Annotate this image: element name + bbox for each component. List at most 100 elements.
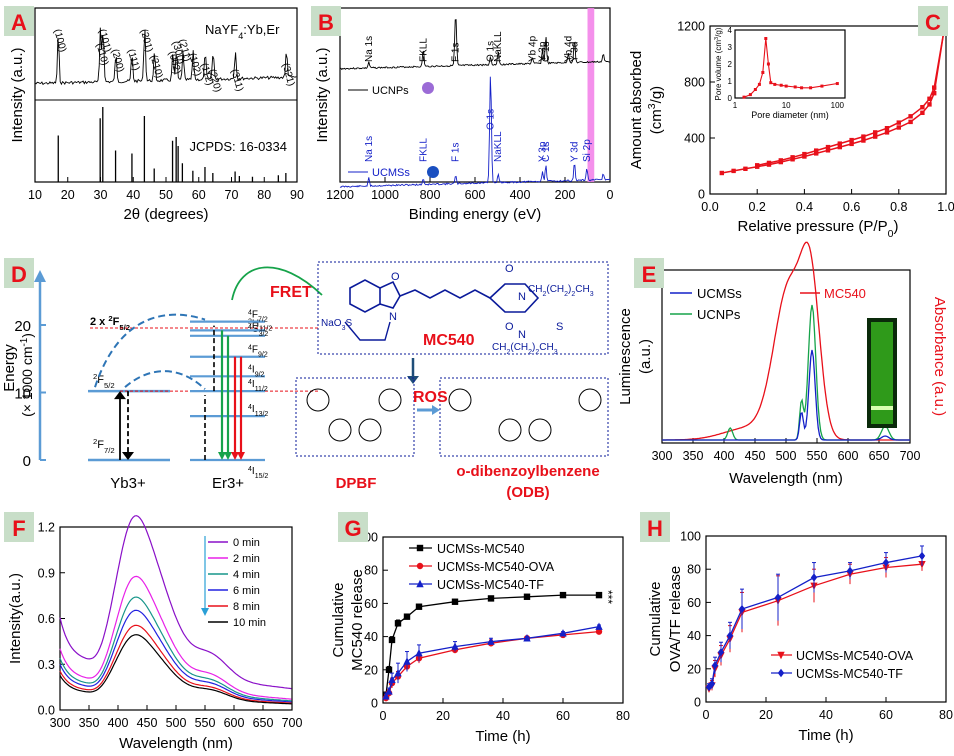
xps-peak-label: FKLL	[418, 138, 429, 162]
atom-label: N	[389, 311, 397, 323]
xps-peak-label: C 1s	[541, 41, 552, 62]
panel-letter: F	[12, 516, 25, 541]
yb-level-label: 2F5/2	[93, 372, 115, 390]
isotherm-point	[927, 102, 932, 107]
abs-y-tick-label: 0.9	[38, 566, 55, 580]
label-part: Relative pressure (P/P	[738, 218, 888, 235]
energy-transfer-arrow	[124, 370, 206, 390]
legend-time: 8 min	[233, 601, 260, 613]
abs-x-tick-label: 500	[166, 716, 187, 730]
legend-series: UCMSs-MC540	[437, 542, 525, 556]
significance-mark: ***	[601, 590, 615, 604]
release-series	[385, 625, 600, 697]
isotherm-point	[873, 130, 878, 135]
xps-peak-label: C 1s	[541, 141, 552, 162]
arrowhead	[122, 452, 134, 460]
release-point	[595, 628, 603, 635]
absorbance-series	[59, 515, 292, 690]
release-x-tick-label: 40	[496, 709, 510, 723]
xps-ucnps	[339, 19, 611, 71]
odb-abbrev: (ODB)	[506, 484, 549, 501]
release-point	[451, 642, 459, 650]
label-part: I	[252, 364, 255, 375]
release-point	[559, 591, 567, 599]
label-part: 7/2	[104, 446, 115, 455]
chem-so3na: NaO3S	[321, 318, 352, 332]
label-part: -1	[19, 338, 30, 347]
inset-x-tick-label: 100	[831, 101, 845, 110]
release-point	[523, 593, 531, 600]
label-part: 3	[590, 291, 594, 298]
chem-chain: CH2(CH2)2CH3	[492, 342, 558, 356]
ova-x-tick-label: 80	[939, 708, 953, 722]
arrowhead	[201, 608, 209, 616]
isotherm-point	[849, 141, 854, 147]
label-part: F	[252, 310, 258, 321]
label-part: 2 x	[90, 316, 108, 328]
yb-level-label: 2F7/2	[93, 437, 115, 455]
label-part: 3	[714, 37, 720, 40]
dpbf-ring	[306, 388, 330, 412]
xps-peak-label: Y 3d	[569, 42, 580, 62]
isotherm-point	[896, 125, 901, 130]
hkl-label: (100)	[51, 28, 68, 53]
pore-point	[835, 82, 839, 86]
label-part: 4	[248, 404, 252, 411]
er-ion-label: Er3+	[212, 475, 244, 492]
label-part: 7/2	[258, 316, 268, 323]
panel-badge	[918, 6, 948, 36]
legend-ucmss: UCMSs	[697, 286, 742, 301]
release-y-tick-label: 20	[364, 663, 378, 677]
isotherm-point	[802, 154, 807, 159]
label-part: )	[568, 284, 571, 295]
legend-time: 6 min	[233, 585, 260, 597]
ova-point	[717, 648, 725, 657]
barbiturate-ring	[488, 283, 540, 313]
abs-ylabel: Intensity(a.u.)	[7, 573, 24, 664]
label-part: (cm	[648, 109, 665, 134]
label-part: CH	[575, 284, 589, 295]
xps-x-tick-label: 1000	[371, 188, 399, 202]
legend-marker	[416, 579, 424, 588]
release-point	[415, 603, 423, 610]
isotherm-point	[884, 126, 890, 131]
label-part: F	[252, 345, 258, 356]
spec-ylabel-left: Luminescence	[617, 308, 634, 405]
label-part: 3/2	[259, 330, 269, 337]
isotherm-point	[778, 158, 783, 163]
iso-ylabel-unit: (cm3/g)	[646, 86, 665, 134]
label-part: 4	[248, 466, 252, 473]
pore-point	[742, 95, 746, 99]
pore-point	[773, 82, 777, 86]
xps-peak-label: O 1s	[486, 41, 497, 62]
xrd-x-tick-label: 70	[225, 188, 239, 202]
ova-y-tick-label: 100	[680, 530, 701, 544]
iso-y-tick-label: 400	[684, 132, 705, 146]
isotherm-point	[920, 105, 925, 110]
label-part: 9/2	[258, 351, 268, 358]
abs-y-tick-label: 0.0	[38, 704, 55, 718]
ova-point	[846, 566, 854, 576]
spec-x-tick-label: 650	[869, 449, 890, 463]
xps-peak-label: Y 3d	[569, 142, 580, 162]
legend-mc540: MC540	[824, 286, 866, 301]
xps-ylabel: Intensity (a.u.)	[314, 47, 331, 142]
isotherm-point	[849, 137, 854, 143]
panel-badge	[4, 512, 34, 542]
pore-point	[764, 37, 768, 40]
legend-ucnps: UCNPs	[697, 307, 741, 322]
isotherm-point	[896, 120, 901, 125]
release-point	[487, 595, 495, 602]
abs-x-tick-label: 700	[282, 716, 303, 730]
panel-badge	[4, 258, 34, 288]
xps-peak-label: Na 1s	[364, 36, 375, 62]
isotherm-point	[802, 151, 807, 157]
label-part: 2	[93, 437, 97, 446]
ova-y-tick-label: 60	[687, 596, 701, 610]
ova-point	[918, 551, 926, 561]
abs-y-tick-label: 1.2	[38, 521, 55, 535]
pore-point	[784, 84, 788, 88]
label-part: 2	[108, 313, 112, 322]
label-part: (CH	[546, 284, 564, 295]
